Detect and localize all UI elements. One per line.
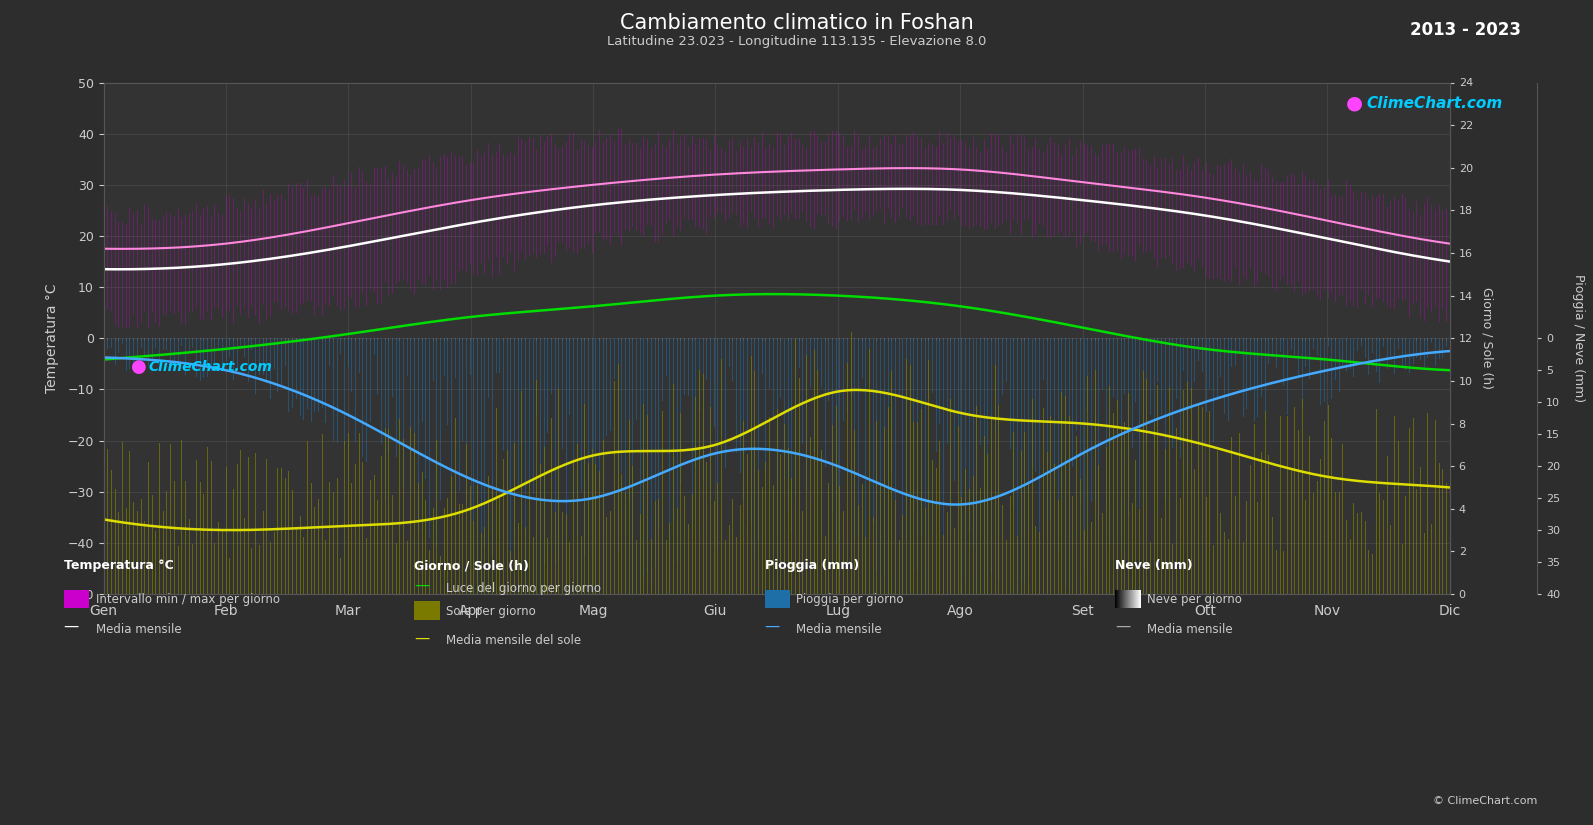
Text: Media mensile: Media mensile — [796, 623, 883, 636]
Text: —: — — [765, 619, 781, 634]
Text: Media mensile: Media mensile — [96, 623, 182, 636]
Text: Pioggia per giorno: Pioggia per giorno — [796, 593, 903, 606]
Text: Pioggia (mm): Pioggia (mm) — [765, 559, 859, 573]
Y-axis label: Giorno / Sole (h): Giorno / Sole (h) — [1481, 287, 1494, 389]
Text: ClimeChart.com: ClimeChart.com — [148, 361, 272, 374]
Text: ●: ● — [131, 358, 151, 376]
Text: —: — — [64, 619, 80, 634]
Text: Cambiamento climatico in Foshan: Cambiamento climatico in Foshan — [620, 13, 973, 33]
Text: Sole per giorno: Sole per giorno — [446, 605, 535, 618]
Text: Latitudine 23.023 - Longitudine 113.135 - Elevazione 8.0: Latitudine 23.023 - Longitudine 113.135 … — [607, 35, 986, 49]
Text: —: — — [1115, 619, 1131, 634]
Text: Media mensile: Media mensile — [1147, 623, 1233, 636]
Text: © ClimeChart.com: © ClimeChart.com — [1432, 796, 1537, 806]
Text: Neve per giorno: Neve per giorno — [1147, 593, 1243, 606]
Text: ClimeChart.com: ClimeChart.com — [1367, 96, 1504, 111]
Text: Intervallo min / max per giorno: Intervallo min / max per giorno — [96, 593, 280, 606]
Y-axis label: Pioggia / Neve (mm): Pioggia / Neve (mm) — [1572, 274, 1585, 403]
Text: Giorno / Sole (h): Giorno / Sole (h) — [414, 559, 529, 573]
Text: —: — — [414, 630, 430, 646]
Text: Media mensile del sole: Media mensile del sole — [446, 634, 581, 648]
Text: Luce del giorno per giorno: Luce del giorno per giorno — [446, 582, 601, 595]
Text: Neve (mm): Neve (mm) — [1115, 559, 1193, 573]
Text: Temperatura °C: Temperatura °C — [64, 559, 174, 573]
Text: 2013 - 2023: 2013 - 2023 — [1410, 21, 1521, 39]
Text: —: — — [414, 578, 430, 593]
Y-axis label: Temperatura °C: Temperatura °C — [45, 284, 59, 393]
Text: ●: ● — [1346, 93, 1370, 113]
